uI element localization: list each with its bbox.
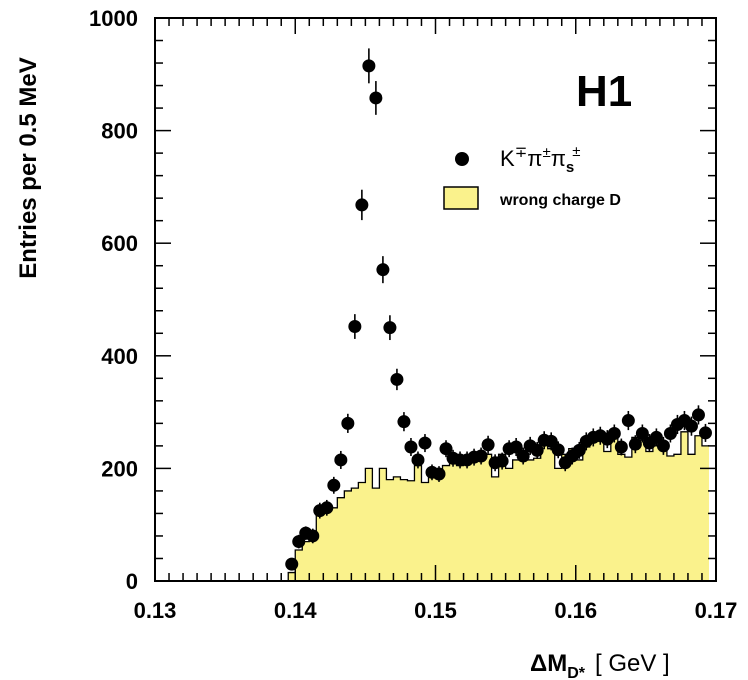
y-tick-labels: 0 200 400 600 800 1000	[89, 6, 138, 594]
data-point	[334, 453, 348, 467]
x-tick-label: 0.16	[554, 598, 597, 623]
histogram-fill	[288, 431, 709, 581]
data-point	[572, 443, 586, 457]
legend: K∓π±πs± wrong charge D	[443, 143, 621, 210]
x-tick-labels: 0.13 0.14 0.15 0.16 0.17	[134, 598, 738, 623]
x-axis-label: ΔMD* [ GeV ]	[530, 650, 670, 680]
y-axis-label: Entries per 0.5 MeV	[15, 57, 42, 278]
data-point	[418, 436, 432, 450]
x-tick-label: 0.13	[134, 598, 177, 623]
data-point	[306, 529, 320, 543]
x-axis-label-sub: D*	[567, 665, 586, 680]
x-tick-label: 0.15	[414, 598, 457, 623]
data-point	[474, 449, 488, 463]
data-point	[404, 440, 418, 454]
data-point	[439, 442, 453, 456]
data-point	[656, 439, 670, 453]
data-point	[327, 478, 341, 492]
data-point	[348, 320, 362, 334]
data-point	[698, 426, 712, 440]
y-tick-label: 0	[126, 569, 138, 594]
x-tick-label: 0.14	[274, 598, 318, 623]
x-tick-label: 0.17	[695, 598, 738, 623]
data-point	[614, 440, 628, 454]
data-point	[390, 372, 404, 386]
data-point	[397, 415, 411, 429]
data-point	[376, 263, 390, 277]
y-tick-label: 1000	[89, 6, 138, 31]
plot-frame	[154, 17, 717, 582]
data-point	[355, 198, 369, 212]
data-point	[621, 414, 635, 428]
legend-points-label: K∓π±πs±	[500, 143, 580, 176]
x-axis-label-main: ΔM	[530, 650, 567, 677]
legend-hist-label: wrong charge D	[499, 192, 621, 209]
data-point	[383, 321, 397, 335]
data-point	[432, 467, 446, 481]
data-point	[369, 91, 383, 105]
data-point	[607, 426, 621, 440]
data-point	[411, 453, 425, 467]
data-point	[663, 426, 677, 440]
y-tick-label: 800	[101, 119, 138, 144]
data-point	[635, 426, 649, 440]
data-point	[516, 449, 530, 463]
data-point	[551, 443, 565, 457]
data-point	[628, 437, 642, 451]
data-point	[481, 438, 495, 452]
data-point	[509, 440, 523, 454]
data-points-series	[285, 48, 712, 571]
data-point	[691, 408, 705, 422]
data-point	[341, 416, 355, 430]
y-tick-label: 400	[101, 344, 138, 369]
x-axis-label-unit: [ GeV ]	[595, 650, 670, 677]
wrong-charge-histogram	[287, 431, 709, 581]
legend-hist-swatch	[443, 186, 479, 210]
data-point	[362, 59, 376, 73]
data-point	[285, 557, 299, 571]
y-tick-label: 200	[101, 456, 138, 481]
legend-point-marker	[455, 152, 469, 166]
data-point	[530, 443, 544, 457]
y-tick-label: 600	[101, 231, 138, 256]
brand-label: H1	[576, 67, 632, 116]
data-point	[684, 419, 698, 433]
data-point	[495, 454, 509, 468]
data-point	[320, 501, 334, 515]
